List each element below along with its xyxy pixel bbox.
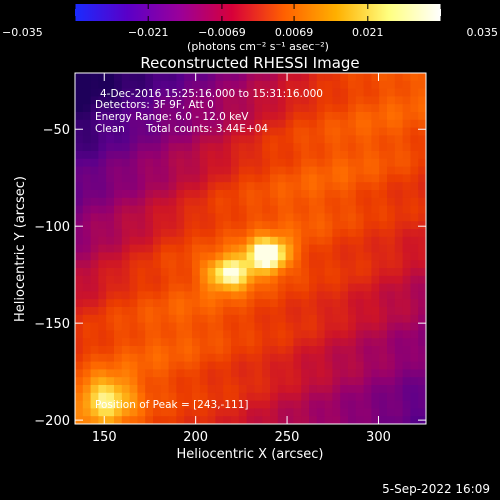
plot-frame xyxy=(74,72,427,425)
y-tick-label: −150 xyxy=(34,317,70,332)
colorbar-ticks: −0.035 −0.021 −0.0069 0.0069 0.021 0.035 xyxy=(2,4,498,39)
colorbar-unit-label: (photons cm⁻² s⁻¹ asec⁻²) xyxy=(187,40,329,53)
heatmap-image xyxy=(75,73,426,424)
colorbar-tick-label: −0.035 xyxy=(2,26,43,39)
y-tick-label: −50 xyxy=(43,123,70,138)
annotation-total-counts: Total counts: 3.44E+04 xyxy=(145,123,268,135)
colorbar-tick-label: 0.021 xyxy=(352,26,384,39)
x-tick-label: 200 xyxy=(183,430,208,445)
y-axis-label: Heliocentric Y (arcsec) xyxy=(13,176,28,322)
colorbar-tick-label: −0.0069 xyxy=(198,26,246,39)
x-tick-label: 250 xyxy=(275,430,300,445)
x-axis-label: Heliocentric X (arcsec) xyxy=(177,447,324,462)
annotation-time-range: 4-Dec-2016 15:25:16.000 to 15:31:16.000 xyxy=(100,88,323,100)
annotation-clean: Clean xyxy=(95,123,125,135)
plot-timestamp: 5-Sep-2022 16:09 xyxy=(382,482,490,496)
colorbar-tick-label: 0.0069 xyxy=(275,26,314,39)
x-tick-label: 300 xyxy=(366,430,391,445)
x-tick-label: 150 xyxy=(92,430,117,445)
plot-axes: 150 200 250 300 −50 −100 −150 −200 xyxy=(34,73,426,445)
y-tick-label: −200 xyxy=(34,414,70,429)
annotation-peak-position: Position of Peak = [243,-111] xyxy=(95,399,249,411)
y-tick-label: −100 xyxy=(34,220,70,235)
annotation-detectors: Detectors: 3F 9F, Att 0 xyxy=(95,99,214,111)
annotation-energy: Energy Range: 6.0 - 12.0 keV xyxy=(95,111,249,123)
colorbar-tick-label: 0.035 xyxy=(467,26,499,39)
colorbar-tick-label: −0.021 xyxy=(128,26,169,39)
heatmap-cells xyxy=(75,73,426,424)
chart-title: Reconstructed RHESSI Image xyxy=(140,54,359,72)
colorbar xyxy=(75,4,441,21)
